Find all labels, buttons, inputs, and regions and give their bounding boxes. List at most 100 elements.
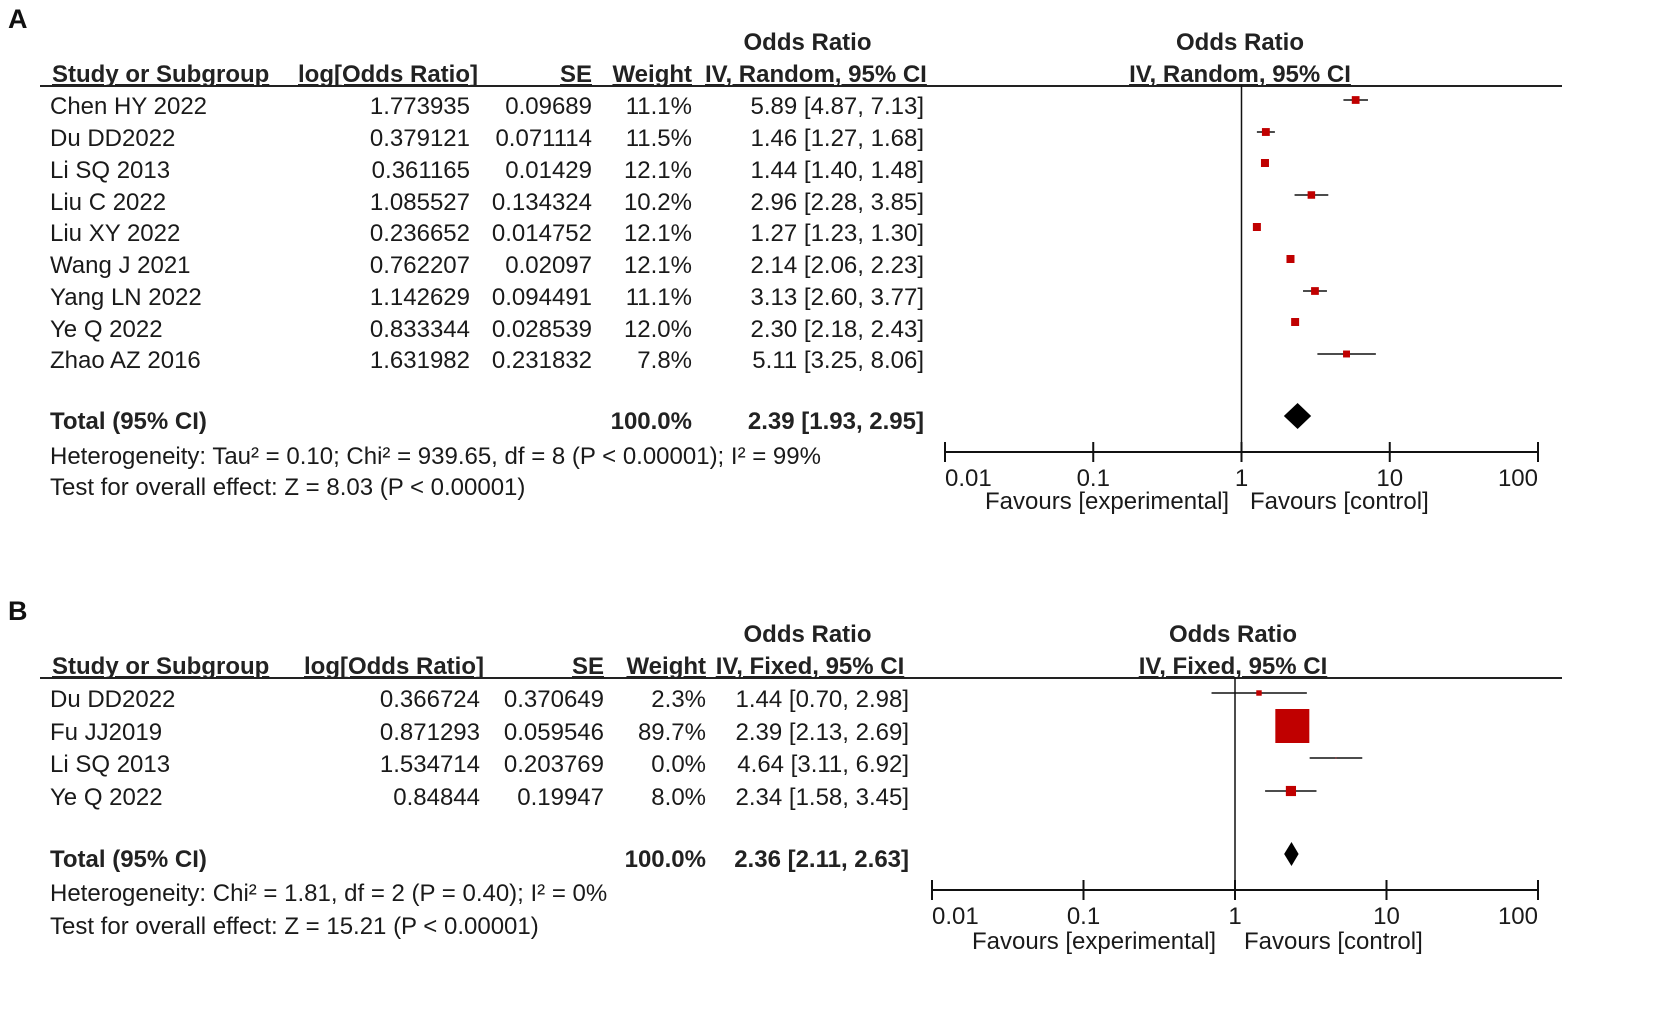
x-tick-label: 10	[1376, 465, 1403, 492]
se-value: 0.134324	[491, 189, 592, 216]
log-or-value: 0.84844	[393, 784, 480, 811]
or-header-title: Odds Ratio	[743, 621, 872, 648]
total-label: Total (95% CI)	[50, 408, 207, 435]
study-name: Li SQ 2013	[50, 157, 171, 184]
favours-control-label: Favours [control]	[1244, 928, 1423, 955]
log-or-value: 0.236652	[369, 220, 470, 247]
se-value: 0.01429	[505, 157, 592, 184]
total-or-ci: 2.36 [2.11, 2.63]	[734, 846, 909, 873]
study-marker	[1261, 128, 1270, 136]
se-value: 0.370649	[503, 686, 604, 713]
se-value: 0.231832	[491, 347, 592, 374]
log-or-value: 0.762207	[369, 252, 470, 279]
se-value: 0.09689	[505, 93, 592, 120]
study-marker	[1260, 159, 1269, 167]
total-label: Total (95% CI)	[50, 846, 207, 873]
or-ci-value: 5.11 [3.25, 8.06]	[752, 347, 924, 374]
se-value: 0.02097	[505, 252, 592, 279]
col-study-header: Study or Subgroup	[52, 61, 270, 88]
or-ci-value: 1.27 [1.23, 1.30]	[750, 220, 924, 247]
header-rule	[40, 677, 1562, 679]
or-ci-value: 1.46 [1.27, 1.68]	[750, 125, 924, 152]
x-tick-label: 0.01	[932, 903, 979, 930]
or-ci-value: 1.44 [1.40, 1.48]	[750, 157, 924, 184]
weight-value: 11.5%	[625, 125, 692, 152]
weight-value: 7.8%	[637, 347, 692, 374]
favours-experimental-label: Favours [experimental]	[985, 488, 1230, 515]
pooled-diamond	[1283, 403, 1312, 429]
se-value: 0.059546	[503, 719, 604, 746]
weight-value: 12.0%	[623, 316, 692, 343]
favours-experimental-label: Favours [experimental]	[972, 928, 1217, 955]
overall-effect-text: Test for overall effect: Z = 8.03 (P < 0…	[50, 474, 526, 501]
or-ci-value: 2.34 [1.58, 3.45]	[735, 784, 909, 811]
study-name: Wang J 2021	[50, 252, 191, 279]
or-ci-value: 2.39 [2.13, 2.69]	[735, 719, 909, 746]
study-marker	[1335, 757, 1337, 759]
or-ci-value: 2.96 [2.28, 3.85]	[750, 189, 924, 216]
overall-effect-text: Test for overall effect: Z = 15.21 (P < …	[50, 913, 539, 940]
study-name: Yang LN 2022	[50, 284, 202, 311]
x-tick-label: 0.1	[1077, 465, 1110, 492]
x-tick-label: 1	[1228, 903, 1241, 930]
study-name: Chen HY 2022	[50, 93, 208, 120]
se-value: 0.094491	[491, 284, 592, 311]
col-or-method-header: IV, Fixed, 95% CI	[715, 653, 905, 680]
panel-label-b: B	[8, 596, 28, 626]
weight-value: 11.1%	[625, 284, 692, 311]
x-tick-label: 10	[1373, 903, 1400, 930]
or-ci-value: 3.13 [2.60, 3.77]	[750, 284, 924, 311]
pooled-diamond	[1284, 842, 1299, 866]
x-tick-label: 0.01	[945, 465, 992, 492]
study-name: Zhao AZ 2016	[50, 347, 201, 374]
study-name: Ye Q 2022	[50, 784, 163, 811]
or-ci-value: 1.44 [0.70, 2.98]	[735, 686, 909, 713]
study-marker	[1351, 96, 1360, 104]
col-study-header: Study or Subgroup	[52, 653, 270, 680]
weight-value: 89.7%	[637, 719, 706, 746]
heterogeneity-text: Heterogeneity: Tau² = 0.10; Chi² = 939.6…	[50, 443, 821, 470]
log-or-value: 0.361165	[371, 157, 470, 184]
col-or-method-header: IV, Random, 95% CI	[705, 61, 927, 88]
col-logor-header: log[Odds Ratio]	[304, 653, 484, 680]
log-or-value: 0.379121	[369, 125, 470, 152]
se-value: 0.19947	[517, 784, 604, 811]
x-tick-label: 100	[1498, 465, 1538, 492]
weight-value: 0.0%	[651, 751, 706, 778]
x-tick-label: 0.1	[1067, 903, 1100, 930]
weight-value: 12.1%	[623, 252, 692, 279]
col-logor-header: log[Odds Ratio]	[298, 61, 478, 88]
study-marker	[1286, 255, 1295, 263]
weight-value: 12.1%	[623, 220, 692, 247]
se-value: 0.071114	[495, 125, 592, 152]
se-value: 0.203769	[503, 751, 604, 778]
favours-control-label: Favours [control]	[1250, 488, 1429, 515]
col-weight-header: Weight	[626, 653, 706, 680]
or-ci-value: 4.64 [3.11, 6.92]	[737, 751, 909, 778]
study-name: Ye Q 2022	[50, 316, 163, 343]
plot-method-header: IV, Fixed, 95% CI	[1138, 653, 1328, 680]
panel-a: A Odds Ratio Odds Ratio Study or Subgrou…	[8, 4, 1562, 515]
study-name: Fu JJ2019	[50, 719, 163, 746]
study-name: Du DD2022	[50, 125, 176, 152]
log-or-value: 1.142629	[369, 284, 470, 311]
study-name: Liu C 2022	[50, 189, 167, 216]
study-marker	[1291, 318, 1300, 326]
study-marker	[1307, 191, 1316, 199]
or-header-title: Odds Ratio	[743, 29, 872, 56]
study-name: Li SQ 2013	[50, 751, 171, 778]
log-or-value: 0.833344	[369, 316, 470, 343]
total-or-ci: 2.39 [1.93, 2.95]	[747, 408, 924, 435]
study-marker	[1311, 287, 1319, 295]
se-value: 0.028539	[491, 316, 592, 343]
study-marker	[1256, 690, 1262, 696]
weight-value: 11.1%	[625, 93, 692, 120]
log-or-value: 0.871293	[379, 719, 480, 746]
or-ci-value: 2.30 [2.18, 2.43]	[750, 316, 924, 343]
weight-value: 8.0%	[651, 784, 706, 811]
weight-value: 2.3%	[651, 686, 706, 713]
x-tick-label: 100	[1498, 903, 1538, 930]
weight-value: 12.1%	[623, 157, 692, 184]
